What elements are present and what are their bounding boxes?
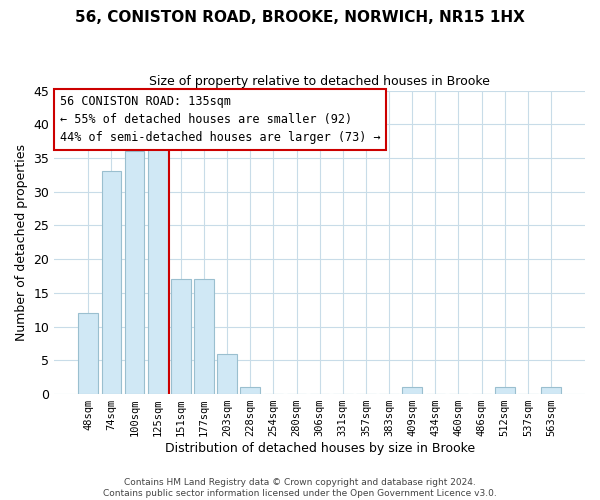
Title: Size of property relative to detached houses in Brooke: Size of property relative to detached ho… xyxy=(149,75,490,88)
Y-axis label: Number of detached properties: Number of detached properties xyxy=(15,144,28,341)
Bar xyxy=(403,388,422,394)
Bar xyxy=(125,152,145,394)
Bar xyxy=(101,172,121,394)
X-axis label: Distribution of detached houses by size in Brooke: Distribution of detached houses by size … xyxy=(164,442,475,455)
Bar xyxy=(241,388,260,394)
Bar xyxy=(148,144,167,394)
Bar xyxy=(194,280,214,394)
Text: 56, CONISTON ROAD, BROOKE, NORWICH, NR15 1HX: 56, CONISTON ROAD, BROOKE, NORWICH, NR15… xyxy=(75,10,525,25)
Bar xyxy=(171,280,191,394)
Bar xyxy=(495,388,515,394)
Text: Contains HM Land Registry data © Crown copyright and database right 2024.
Contai: Contains HM Land Registry data © Crown c… xyxy=(103,478,497,498)
Bar xyxy=(541,388,561,394)
Text: 56 CONISTON ROAD: 135sqm
← 55% of detached houses are smaller (92)
44% of semi-d: 56 CONISTON ROAD: 135sqm ← 55% of detach… xyxy=(59,95,380,144)
Bar xyxy=(79,313,98,394)
Bar xyxy=(217,354,237,394)
